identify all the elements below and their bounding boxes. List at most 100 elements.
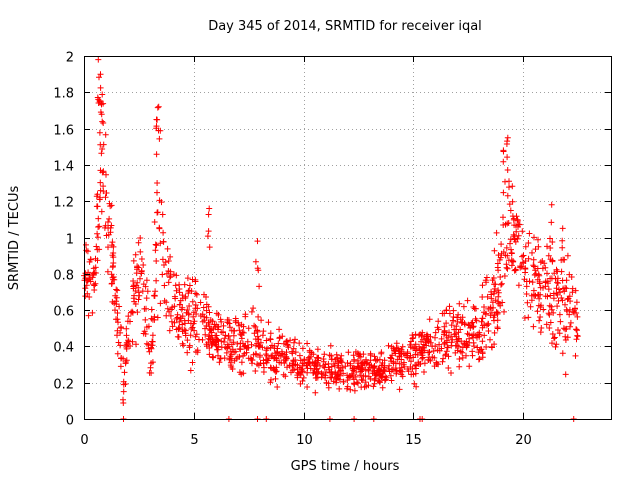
data-point [227,362,234,369]
data-point [506,201,513,208]
data-point [397,367,404,374]
data-point [520,252,527,259]
data-point [547,235,553,242]
data-point [448,322,455,329]
data-point [84,277,91,284]
data-point [254,361,261,368]
data-point [470,304,477,310]
data-point [236,327,243,334]
data-point [544,270,550,277]
data-point [181,281,188,288]
data-point [547,245,554,251]
data-point [94,191,101,198]
data-point [349,374,356,380]
data-point [507,236,514,243]
data-point [456,356,463,362]
data-point [537,284,544,291]
data-point [573,336,580,343]
data-point [525,240,532,246]
data-point [530,256,537,263]
data-point [137,235,144,241]
data-point [193,291,200,298]
data-point [500,189,507,196]
data-point [475,356,482,363]
data-point [474,344,481,351]
data-point [196,336,202,343]
data-point [254,327,260,334]
data-point [504,220,511,227]
data-point [554,303,561,310]
data-point [250,305,257,312]
data-point [424,331,430,338]
data-point [94,94,101,101]
data-point [254,333,261,340]
data-point [197,313,204,319]
data-point [172,295,179,302]
data-point [98,150,105,157]
data-point [148,345,155,352]
data-point [485,328,492,334]
data-point [251,322,258,329]
data-point [483,274,490,281]
y-tick-label: 0.8 [53,269,74,284]
data-point [102,222,109,229]
data-point [155,103,162,110]
data-point [148,370,155,376]
data-point [369,365,376,371]
data-point [412,351,419,358]
data-point [255,343,262,350]
data-point [443,320,450,327]
data-point [484,293,491,300]
data-point [86,294,93,300]
data-point [424,337,431,344]
data-point [562,333,569,340]
data-point [105,219,111,225]
data-point [405,368,412,375]
data-point [95,215,102,222]
data-point [179,321,186,328]
data-point [380,366,387,373]
data-point [409,365,416,372]
data-point [545,252,552,259]
data-point [176,301,183,308]
data-point [526,278,533,285]
data-point [335,358,342,365]
data-point [328,374,335,381]
data-point [167,312,174,319]
data-point [450,307,457,314]
data-point [185,311,192,318]
data-point [166,274,173,281]
data-point [106,215,113,222]
data-point [259,332,266,339]
data-point [517,263,524,270]
data-point [147,364,154,371]
data-point [135,296,142,303]
data-point [527,303,534,310]
data-point [133,282,140,289]
data-point [382,373,389,380]
data-point [398,364,405,371]
data-point [412,362,418,369]
data-point [242,313,249,320]
data-point [363,383,370,390]
data-point [409,332,416,339]
data-point [245,325,252,332]
data-point [453,342,460,349]
data-point [371,377,378,384]
data-point [130,295,137,302]
data-point [289,350,296,357]
data-point [521,315,528,321]
data-point [137,275,143,282]
data-point [142,316,149,323]
data-point [182,293,189,300]
data-point [98,111,105,118]
data-point [216,359,223,366]
data-point [557,318,564,325]
data-point [100,120,107,126]
data-point [129,338,136,345]
data-point [157,300,164,307]
data-point [417,331,424,338]
data-point [411,380,418,387]
data-point [151,219,158,225]
data-point [85,312,92,319]
